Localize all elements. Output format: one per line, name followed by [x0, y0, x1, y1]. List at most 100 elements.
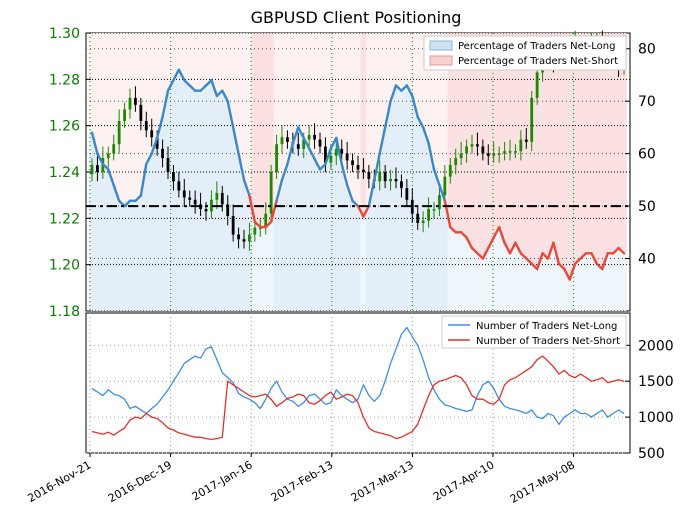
percentage-line-segment: [438, 183, 447, 203]
candle-body: [530, 97, 534, 142]
count-tick-label: 500: [638, 446, 665, 462]
net-long-fill-bar: [116, 200, 122, 311]
percentage-line-segment: [107, 168, 115, 187]
price-tick-label: 1.20: [49, 258, 80, 274]
net-short-fill-bar: [252, 33, 258, 222]
net-short-fill-bar: [322, 33, 329, 165]
net-long-fill-bar: [132, 200, 139, 311]
net-long-fill-bar: [447, 227, 454, 311]
net-long-fill-bar: [252, 221, 258, 311]
net-short-fill-bar: [89, 33, 95, 133]
chart-title: GBPUSD Client Positioning: [251, 8, 462, 27]
net-short-fill-bar: [159, 33, 166, 117]
percentage-line-segment: [394, 84, 403, 92]
date-tick-label: 2017-Apr-10: [431, 458, 496, 503]
candle-body: [394, 178, 398, 182]
top-legend-box: [423, 35, 627, 71]
net-long-fill-bar: [480, 258, 486, 311]
net-short-fill-bar: [588, 33, 595, 254]
candle-body: [405, 188, 409, 200]
net-short-fill-bar: [186, 33, 193, 86]
count-axis: 500 1000 1500 2000: [625, 338, 674, 462]
net-short-fill-bar: [447, 33, 454, 228]
top-legend: Percentage of Traders Net-Long Percentag…: [423, 35, 627, 71]
percentage-line-segment: [573, 257, 582, 265]
percentage-line-segment: [210, 79, 219, 98]
net-short-fill-bar: [300, 33, 307, 138]
percentage-line-segment: [459, 231, 468, 239]
net-short-fill-bar: [317, 33, 323, 170]
net-long-fill-bar: [366, 206, 372, 311]
net-short-fill-bar: [154, 33, 160, 138]
candle-body: [524, 139, 528, 142]
net-long-fill-bar: [566, 279, 573, 311]
price-tick-label: 1.30: [49, 26, 80, 42]
net-short-fill-bar: [148, 33, 155, 154]
percentage-line-segment: [400, 84, 409, 92]
net-long-fill-bar: [94, 153, 101, 311]
net-short-fill-bar: [490, 33, 497, 238]
price-tick-label: 1.18: [49, 304, 80, 320]
percentage-line-segment: [318, 162, 327, 171]
candle-body: [112, 144, 116, 154]
top-panel-percentage-fill: [89, 33, 627, 312]
candle-body: [177, 181, 181, 191]
net-short-fill-bar: [420, 33, 426, 128]
candle-body: [351, 160, 354, 166]
net-short-fill-bar: [143, 33, 150, 165]
percent-axis: 40 50 60 70 80: [625, 42, 656, 268]
net-short-fill-bar: [94, 33, 101, 154]
price-tick-label: 1.28: [49, 72, 80, 88]
percentage-line-segment: [601, 252, 609, 271]
net-long-fill-bar: [138, 195, 144, 311]
candle-body: [215, 192, 219, 200]
top-panel: 1.181.201.221.241.261.281.30 4050607080 …: [49, 26, 656, 320]
count-tick-label: 1000: [638, 410, 674, 426]
net-long-fill-bar: [556, 263, 562, 311]
net-long-fill-bar: [322, 164, 329, 311]
net-long-fill-bar: [159, 116, 166, 311]
net-long-fill-bar: [148, 153, 155, 311]
percentage-line-segment: [519, 252, 528, 260]
net-long-fill-bar: [452, 232, 459, 311]
net-short-fill-bar: [501, 33, 508, 243]
net-short-fill-bar: [100, 33, 106, 165]
candle-body: [166, 158, 170, 172]
candle-body: [503, 151, 506, 154]
candle-body: [465, 146, 468, 154]
candle-body: [427, 209, 430, 221]
net-long-fill-bar: [306, 148, 312, 311]
net-short-fill-bar: [566, 33, 573, 280]
percentage-line-segment: [291, 126, 300, 145]
net-long-fill-bar: [474, 253, 481, 311]
candle-body: [182, 190, 186, 198]
percentage-line-segment: [432, 168, 441, 187]
legend-label-net-long: Percentage of Traders Net-Long: [458, 41, 616, 52]
net-short-fill-bar: [257, 33, 264, 228]
net-short-fill-bar: [328, 33, 334, 149]
net-long-fill-bar: [284, 164, 291, 311]
net-long-fill-bar: [317, 169, 323, 311]
percentage-line-segment: [275, 178, 284, 203]
percentage-line-segment: [145, 152, 153, 166]
net-short-fill-bar: [230, 33, 236, 128]
candle-body: [248, 234, 251, 242]
net-short-fill-bar: [165, 33, 171, 91]
percentage-line-segment: [286, 141, 295, 166]
net-long-fill-bar: [268, 221, 274, 311]
percentage-line-segment: [123, 199, 132, 208]
candle-body: [508, 151, 512, 153]
candle-body: [242, 239, 246, 242]
candle-body: [470, 144, 474, 147]
percentage-line-segment: [313, 157, 322, 171]
date-axis: 2016-Nov-21 2016-Dec-19 2017-Jan-16 2017-Fe…: [25, 453, 577, 506]
net-short-fill-bar: [545, 33, 551, 259]
candle-body: [220, 192, 224, 205]
net-long-fill-bar: [512, 242, 519, 311]
net-long-fill-bar: [382, 127, 388, 311]
net-long-fill-bar: [279, 179, 285, 311]
net-short-fill-bar: [485, 33, 492, 249]
net-short-fill-bar: [534, 33, 540, 270]
candle-body: [117, 121, 121, 145]
count-tick-label: 1500: [638, 374, 674, 390]
